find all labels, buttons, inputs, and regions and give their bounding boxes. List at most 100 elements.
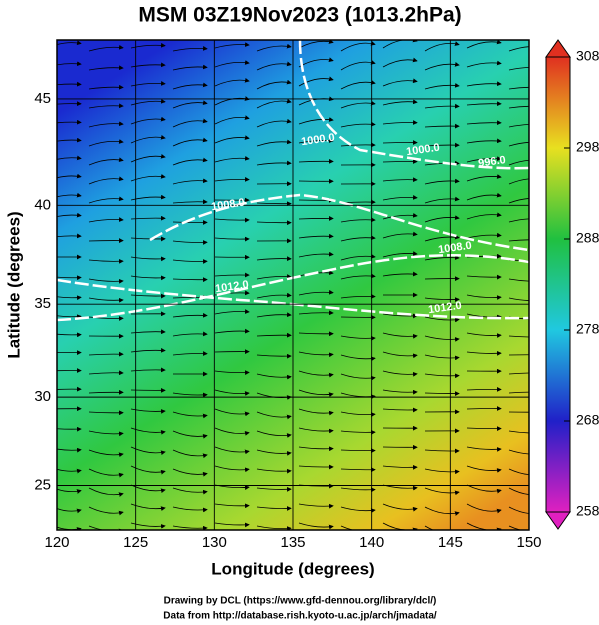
streamline xyxy=(466,174,502,182)
streamline xyxy=(340,373,376,381)
colorbar-tick-label: 268 xyxy=(576,412,599,428)
colorbar-tick-label: 298 xyxy=(576,139,599,155)
streamline xyxy=(424,103,460,109)
streamline xyxy=(382,57,418,68)
streamline xyxy=(424,487,460,496)
streamline xyxy=(340,335,376,341)
streamline xyxy=(382,407,418,413)
streamline xyxy=(298,464,334,470)
streamline xyxy=(340,448,376,454)
streamline xyxy=(256,312,292,318)
streamline xyxy=(256,292,292,299)
streamline xyxy=(340,80,376,90)
streamline xyxy=(466,192,502,201)
streamline xyxy=(214,135,250,144)
streamline xyxy=(298,389,334,397)
streamline xyxy=(172,277,208,283)
x-tick-label: 145 xyxy=(438,534,463,551)
streamline xyxy=(340,293,376,299)
streamline xyxy=(88,389,124,395)
streamline xyxy=(130,173,166,182)
streamline xyxy=(256,274,292,280)
streamline xyxy=(172,64,208,71)
streamline xyxy=(340,273,376,280)
streamline xyxy=(382,351,418,359)
y-tick-label: 30 xyxy=(34,388,51,405)
streamline xyxy=(382,271,418,277)
streamline xyxy=(88,316,124,321)
streamline xyxy=(57,314,82,320)
streamline xyxy=(508,178,529,185)
x-tick-label: 125 xyxy=(123,534,148,551)
y-tick-label: 40 xyxy=(34,196,51,213)
streamline xyxy=(340,506,376,513)
streamline xyxy=(256,160,292,166)
streamline xyxy=(298,76,334,87)
streamline xyxy=(256,201,292,207)
isobars xyxy=(57,40,529,322)
streamline xyxy=(424,142,460,148)
streamline xyxy=(298,233,334,239)
streamline xyxy=(130,427,166,435)
streamline xyxy=(57,295,82,301)
streamline xyxy=(172,525,208,530)
colorbar-tick-label: 258 xyxy=(576,503,599,519)
streamline xyxy=(508,198,529,204)
streamline xyxy=(172,118,208,128)
streamline xyxy=(57,426,82,432)
streamline xyxy=(466,81,502,87)
streamline xyxy=(57,192,82,198)
streamline xyxy=(508,449,529,455)
streamline xyxy=(130,408,166,414)
streamline xyxy=(172,487,208,495)
streamline xyxy=(214,465,250,473)
streamline xyxy=(424,354,460,361)
streamline xyxy=(508,335,529,338)
streamline xyxy=(214,176,250,182)
streamline xyxy=(298,117,334,125)
streamline xyxy=(172,157,208,166)
streamline xyxy=(214,115,250,125)
streamline xyxy=(340,467,376,473)
streamline xyxy=(88,103,124,109)
streamline xyxy=(508,46,529,52)
streamline xyxy=(214,389,250,396)
streamline xyxy=(88,297,124,303)
streamline xyxy=(214,217,250,223)
streamline xyxy=(466,332,502,338)
contour-label: 1012.0 xyxy=(427,300,462,317)
streamline xyxy=(466,232,502,239)
streamline xyxy=(256,332,292,338)
streamline xyxy=(466,387,502,392)
streamline xyxy=(130,484,166,494)
streamline xyxy=(214,408,250,417)
colorbar-tick-label: 278 xyxy=(576,321,599,337)
streamline xyxy=(382,195,418,201)
streamline xyxy=(214,370,250,375)
streamline xyxy=(256,98,292,109)
streamline xyxy=(508,468,529,476)
streamline xyxy=(256,468,292,474)
streamline xyxy=(382,251,418,258)
streamline xyxy=(57,275,82,281)
x-tick-label: 150 xyxy=(516,534,541,551)
streamline xyxy=(57,350,82,356)
streamline xyxy=(340,235,376,242)
streamline xyxy=(88,430,124,437)
streamline xyxy=(424,506,460,516)
streamline xyxy=(466,446,502,452)
streamline xyxy=(256,373,292,380)
streamline xyxy=(130,194,166,201)
streamline xyxy=(172,178,208,185)
streamline xyxy=(466,350,502,356)
streamline xyxy=(88,506,124,516)
y-tick-label: 25 xyxy=(34,476,51,493)
streamline xyxy=(88,84,124,90)
streamline xyxy=(298,427,334,434)
streamline xyxy=(298,331,334,337)
streamline xyxy=(256,506,292,511)
streamline xyxy=(424,178,460,185)
streamline xyxy=(298,310,334,316)
colorbar xyxy=(545,56,571,513)
